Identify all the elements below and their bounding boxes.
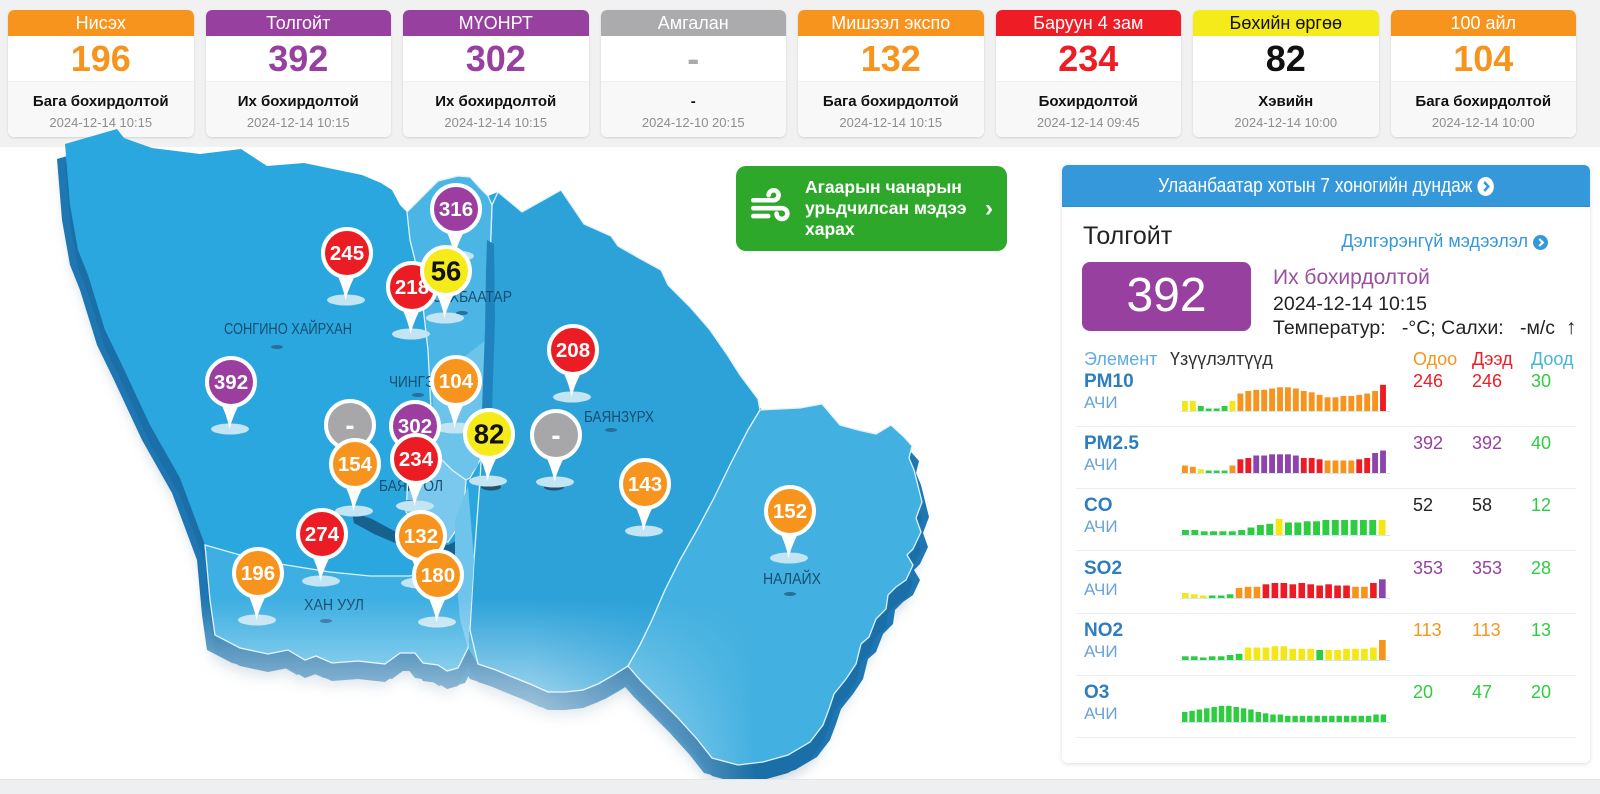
svg-text:274: 274 [305, 523, 340, 546]
svg-text:245: 245 [330, 242, 364, 265]
svg-text:БАЯНЗҮРХ: БАЯНЗҮРХ [584, 409, 654, 426]
svg-text:56: 56 [431, 256, 462, 287]
svg-text:180: 180 [421, 564, 455, 587]
svg-text:302: 302 [398, 415, 432, 438]
svg-text:-: - [345, 410, 354, 441]
svg-text:143: 143 [628, 473, 662, 496]
svg-text:154: 154 [338, 453, 373, 476]
svg-text:218: 218 [395, 276, 429, 299]
svg-text:196: 196 [241, 562, 275, 585]
svg-text:82: 82 [474, 419, 505, 450]
svg-text:104: 104 [439, 370, 474, 393]
svg-text:152: 152 [773, 500, 807, 523]
svg-text:-: - [551, 420, 560, 451]
svg-text:392: 392 [214, 371, 248, 394]
svg-text:316: 316 [439, 198, 473, 221]
svg-text:СОНГИНО ХАЙРХАН: СОНГИНО ХАЙРХАН [224, 319, 352, 338]
svg-text:208: 208 [556, 339, 590, 362]
svg-text:НАЛАЙХ: НАЛАЙХ [763, 569, 821, 588]
svg-text:234: 234 [399, 448, 434, 471]
svg-text:132: 132 [404, 525, 438, 548]
